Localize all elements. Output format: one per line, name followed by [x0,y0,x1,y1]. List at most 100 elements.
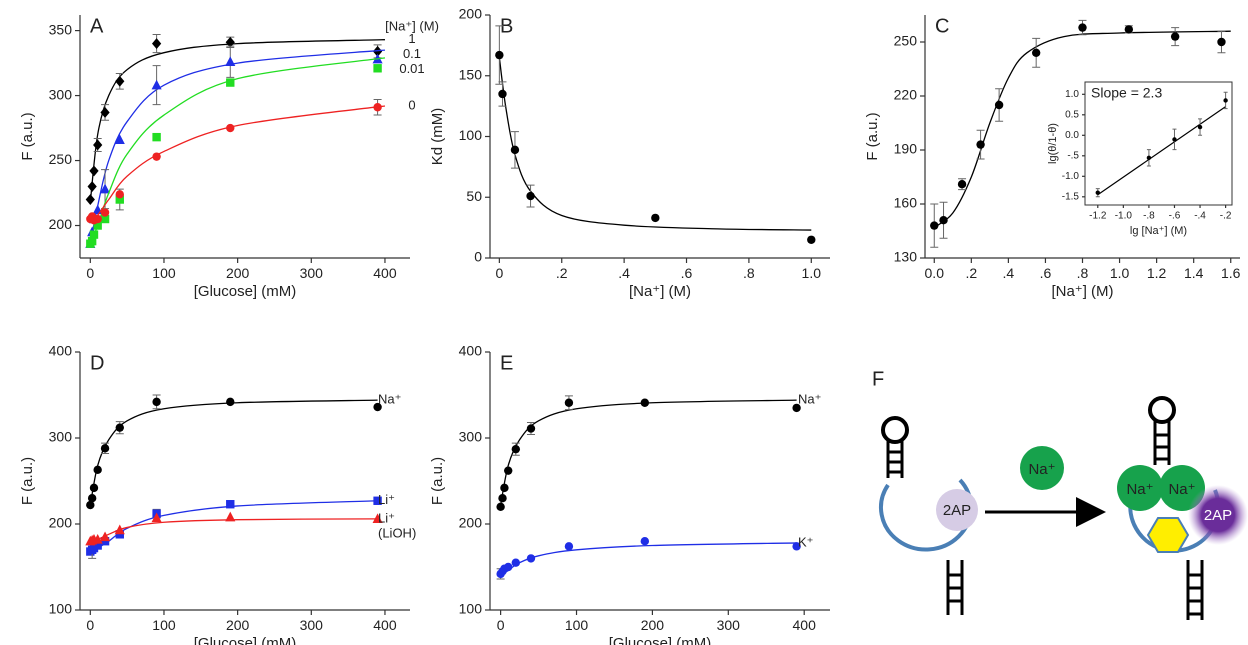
point [100,537,110,546]
y-tick-label: 400 [49,343,73,359]
y-tick-label: -1.5 [1062,191,1080,202]
x-tick-label: 300 [300,265,324,281]
x-tick-label: 0 [497,617,505,633]
fit-curve [499,399,797,506]
point [807,235,816,244]
fit-curve [89,57,386,244]
y-tick-label: 160 [894,195,918,211]
y-tick-label: 100 [459,601,483,617]
point [226,123,235,133]
y-tick-label: 100 [459,127,483,143]
x-tick-label: .4 [1003,265,1015,281]
y-tick-label: 300 [459,429,483,445]
y-tick-label: 0 [474,249,482,265]
x-axis-label: [Na⁺] (M) [629,283,691,300]
point [1172,137,1177,142]
x-tick-label: -.8 [1143,211,1155,222]
point [651,213,660,223]
point [510,145,520,155]
ion [1020,446,1064,490]
x-tick-label: 200 [226,617,250,633]
point [939,216,948,225]
point [498,89,507,99]
y-tick-label: 190 [894,141,918,157]
point [87,494,97,503]
fit-curve [90,518,378,542]
point [85,194,95,205]
series-label: Li⁺ [378,492,395,507]
point [93,465,102,475]
x-tick-label: 0 [86,265,94,281]
point [152,397,161,407]
x-tick-label: -1.2 [1089,211,1107,222]
point [1095,190,1100,195]
y-tick-label: 350 [49,21,73,37]
series-label: 0 [408,97,415,112]
y-tick-label: 200 [49,515,73,531]
x-tick-label: -.2 [1220,211,1232,222]
point [92,534,103,544]
x-tick-label: 100 [565,617,589,633]
series-label: Na⁺ [798,392,821,407]
series-label: K⁺ [798,534,814,549]
ion [1117,465,1163,511]
point [152,132,161,142]
point [1217,37,1226,47]
point [526,424,536,433]
point [114,134,125,144]
point [496,502,505,511]
point [226,78,235,87]
annotation: Slope = 2.3 [1091,85,1162,101]
point [495,50,504,60]
point [373,103,382,112]
x-axis-label: lg [Na⁺] (M) [1130,225,1187,237]
y-axis-label: F (a.u.) [429,457,446,505]
ion-label: Na⁺ [1126,481,1153,498]
x-tick-label: 300 [717,617,741,633]
x-tick-label: 200 [226,265,250,281]
point [100,183,111,194]
point [115,530,124,539]
y-axis-label: lg(θ/1-θ) [1047,123,1059,164]
y-tick-label: 100 [49,601,73,617]
point [1078,23,1087,32]
point [564,542,574,551]
x-tick-label: -.4 [1194,211,1206,222]
inset-frame [1084,81,1233,206]
x-tick-label: -.6 [1169,211,1181,222]
x-tick-label: .2 [556,265,568,281]
x-tick-label: 1.2 [1147,265,1167,281]
y-tick-label: 130 [894,249,918,265]
diagram-f: F 2AP Na⁺ Na⁺ Na⁺ 2AP [872,368,1248,620]
x-tick-label: .6 [681,265,693,281]
point [93,541,102,550]
panel-label: B [500,15,513,37]
point [792,542,801,551]
probe-label: 2AP [943,502,971,519]
fit-curve [1097,106,1226,196]
y-axis-label: F (a.u.) [19,112,36,160]
series-label: 1 [408,31,415,46]
x-tick-label: 1.6 [1221,265,1241,281]
series-label: 0.01 [399,61,424,76]
point [86,500,95,510]
x-axis-label: [Glucose] (mM) [194,283,297,300]
x-tick-label: 400 [373,617,397,633]
x-tick-label: 1.0 [1110,265,1130,281]
fit-curve [89,39,385,203]
point [225,56,236,66]
point [373,402,382,412]
point [87,181,97,192]
y-tick-label: 300 [49,429,73,445]
series-label: 0.1 [403,46,421,61]
point [526,554,536,563]
x-axis-label: [Na⁺] (M) [1051,283,1113,300]
y-tick-label: 150 [459,66,483,82]
ion-label: Na⁺ [1168,481,1195,498]
probe [936,489,978,531]
x-tick-label: .8 [743,265,755,281]
point [100,208,110,217]
x-axis-label: [Glucose] (mM) [609,635,712,645]
